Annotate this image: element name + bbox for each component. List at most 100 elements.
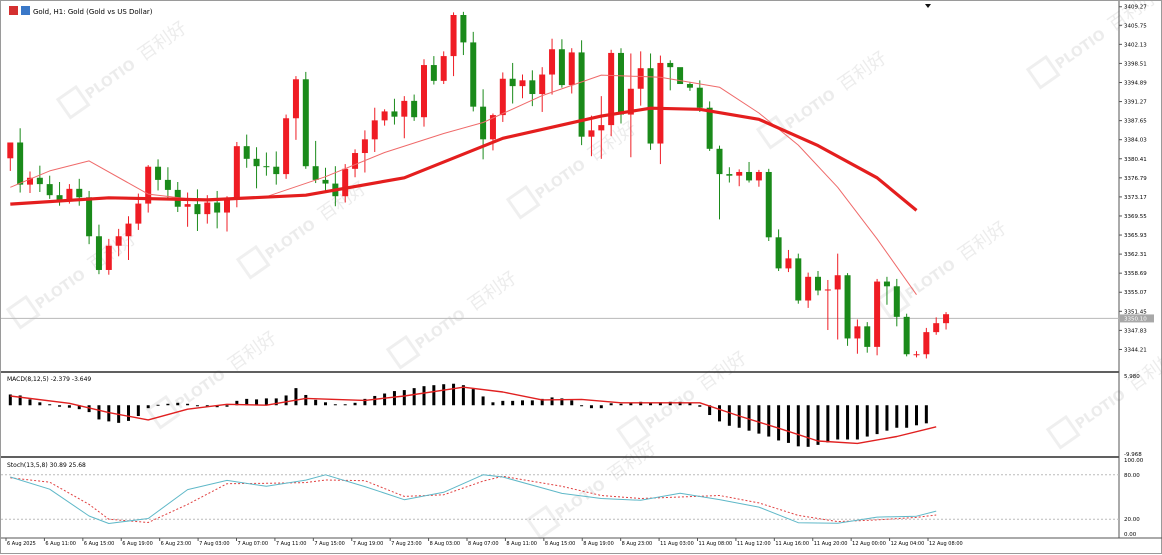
macd-histogram-bar (501, 400, 505, 406)
candle-bullish (184, 204, 191, 207)
watermark-brand: PLOTIO (903, 257, 959, 303)
macd-histogram-bar (639, 401, 643, 406)
candle-bearish (17, 142, 24, 185)
timeframe-icon[interactable] (21, 6, 30, 15)
watermark-logo-icon (1025, 54, 1061, 90)
candle-bearish (273, 166, 280, 175)
watermark-brand: PLOTIO (553, 477, 609, 523)
macd-histogram-bar (855, 405, 859, 440)
stoch-axis-label: 100.00 (1124, 458, 1144, 464)
macd-histogram-bar (836, 405, 840, 440)
time-label: 8 Aug 19:00 (583, 541, 614, 547)
candle-bearish (815, 276, 821, 291)
macd-histogram-bar (806, 405, 810, 447)
watermark-logo-icon (615, 414, 651, 450)
time-label: 8 Aug 23:00 (622, 541, 653, 547)
time-label: 8 Aug 15:00 (545, 541, 576, 547)
candle-bullish (627, 88, 634, 115)
candle-bearish (243, 146, 250, 159)
macd-histogram-bar (708, 405, 712, 416)
time-label: 11 Aug 08:00 (699, 541, 733, 547)
candle-bearish (470, 42, 477, 107)
macd-histogram-bar (530, 400, 534, 406)
watermark-chinese: 百利好 (464, 267, 520, 315)
candle-bullish (785, 258, 792, 269)
time-label: 11 Aug 12:00 (737, 541, 771, 547)
candle-bullish (105, 245, 112, 270)
time-label: 12 Aug 08:00 (929, 541, 963, 547)
macd-histogram-bar (225, 405, 229, 407)
candle-bearish (765, 171, 772, 238)
candle-bullish (736, 171, 743, 176)
macd-histogram-bar (619, 403, 623, 406)
time-label: 8 Aug 11:00 (506, 541, 537, 547)
price-tick-label: 3376.79 (1124, 176, 1147, 182)
candle-bullish (854, 326, 861, 339)
close-icon[interactable] (925, 4, 931, 8)
candle-bearish (194, 204, 201, 215)
price-tick-label: 3351.45 (1124, 309, 1147, 315)
macd-histogram-bar (8, 394, 12, 406)
price-panel[interactable] (1, 11, 1119, 359)
candle-bullish (440, 56, 447, 81)
macd-histogram-bar (255, 399, 259, 406)
macd-histogram-bar (304, 394, 308, 406)
candle-bullish (401, 100, 408, 117)
candle-bullish (224, 199, 230, 213)
macd-histogram-bar (18, 395, 22, 406)
macd-histogram-bar (796, 405, 800, 447)
candle-bearish (509, 78, 516, 87)
macd-histogram-bar (668, 401, 672, 406)
watermark-brand: PLOTIO (783, 87, 839, 133)
watermark-chinese: 百利好 (84, 227, 140, 275)
macd-histogram-bar (688, 403, 692, 406)
candle-bullish (145, 166, 152, 204)
candle-bullish (371, 120, 378, 140)
candle-bearish (302, 79, 309, 167)
macd-histogram-bar (245, 398, 249, 406)
price-tick-label: 3365.93 (1124, 233, 1147, 239)
candle-bullish (519, 80, 526, 87)
candle-bearish (460, 15, 467, 43)
candle-bearish (647, 68, 654, 144)
macd-histogram-bar (649, 403, 653, 406)
macd-histogram-bar (186, 403, 190, 406)
macd-histogram-bar (461, 385, 465, 406)
price-tick-label: 3347.83 (1124, 328, 1147, 334)
macd-panel[interactable]: MACD(8,12,5) -2.379 -3.649 (7, 376, 937, 447)
candle-bearish (795, 258, 802, 301)
watermark-chinese: 百利好 (954, 217, 1010, 265)
candle-bearish (864, 326, 871, 347)
watermark-brand: PLOTIO (643, 387, 699, 433)
time-label: 11 Aug 03:00 (660, 541, 694, 547)
chart-icon[interactable] (9, 6, 18, 15)
macd-histogram-bar (629, 402, 633, 406)
macd-histogram-bar (609, 403, 613, 406)
candle-bearish (893, 286, 900, 317)
macd-histogram-bar (274, 398, 278, 406)
price-tick-label: 3405.75 (1124, 23, 1147, 29)
candle-bearish (155, 166, 162, 180)
candle-bullish (805, 276, 812, 301)
watermark-chinese: 百利好 (1124, 347, 1162, 395)
candle-bullish (450, 15, 457, 57)
macd-histogram-bar (777, 405, 781, 441)
macd-histogram-bar (658, 402, 662, 406)
macd-histogram-bar (718, 405, 721, 422)
time-label: 7 Aug 23:00 (391, 541, 422, 547)
time-label: 11 Aug 16:00 (775, 541, 809, 547)
macd-histogram-bar (846, 405, 850, 440)
stoch-main-line (10, 474, 937, 524)
candle-bullish (66, 188, 73, 201)
candle-bullish (499, 78, 506, 116)
time-label: 6 Aug 23:00 (161, 541, 192, 547)
candle-bearish (322, 179, 329, 184)
stoch-panel[interactable]: Stoch(13,5,8) 30.89 25.68 (1, 462, 1119, 524)
candle-bullish (874, 281, 881, 347)
macd-histogram-bar (550, 397, 554, 406)
stoch-label: Stoch(13,5,8) 30.89 25.68 (7, 462, 86, 469)
candle-bearish (667, 62, 674, 68)
macd-histogram-bar (363, 398, 367, 406)
